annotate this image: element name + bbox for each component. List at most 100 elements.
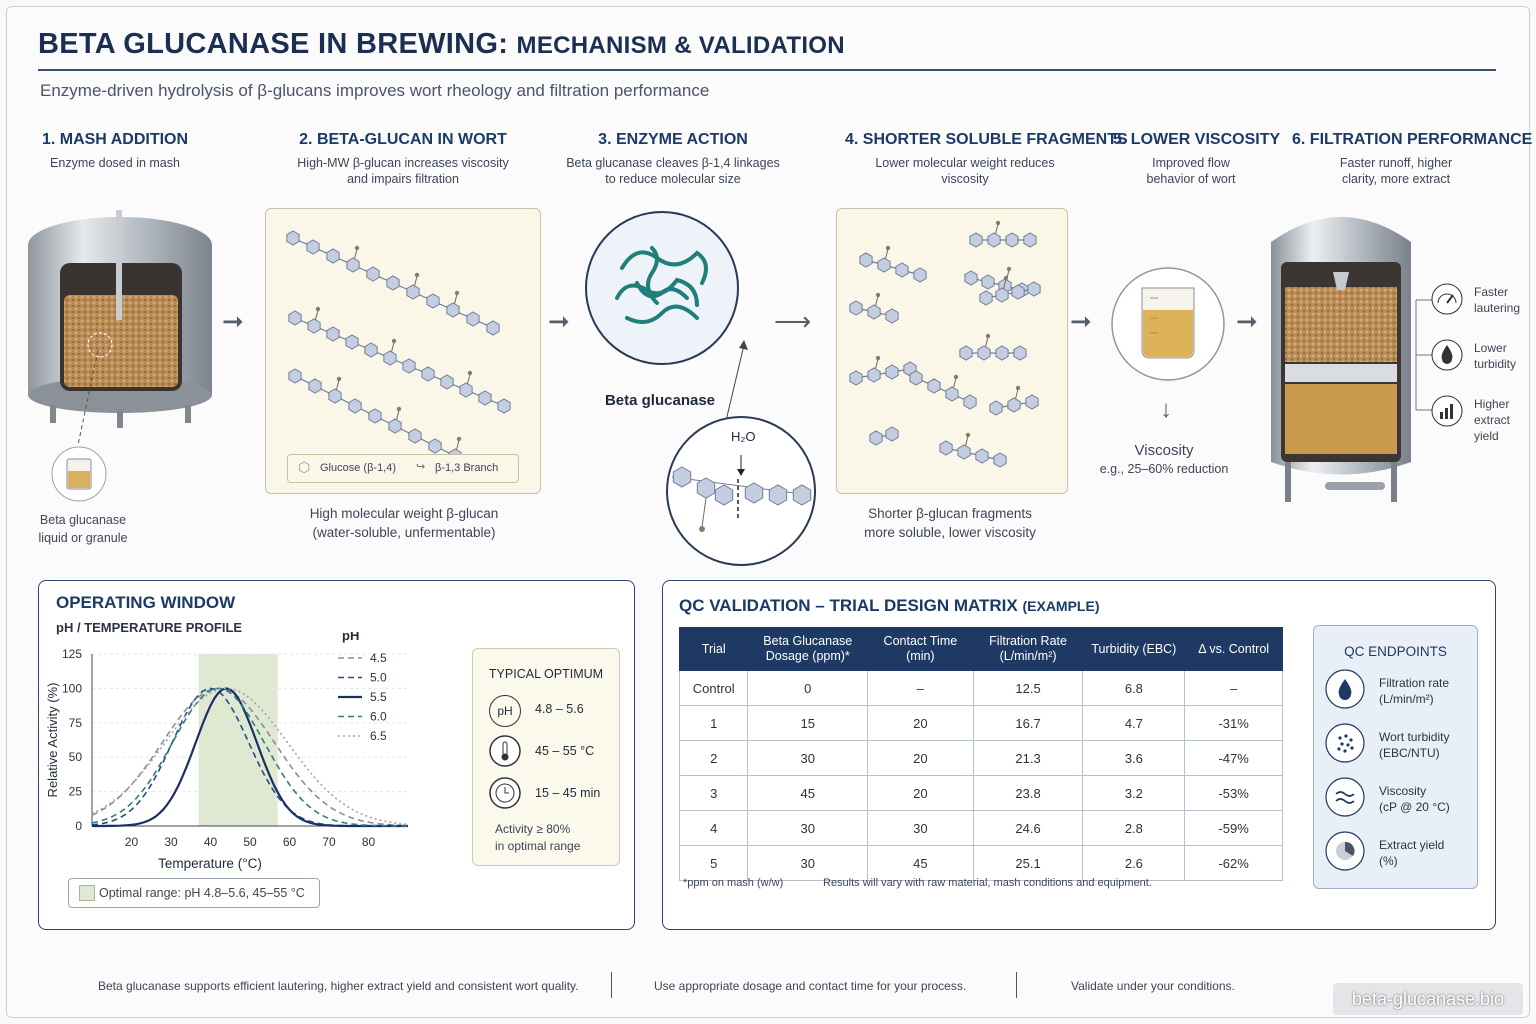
glucose-unit <box>977 345 991 361</box>
glucose-unit <box>406 284 420 300</box>
glucose-unit <box>1023 232 1037 248</box>
glucose-unit <box>307 318 321 334</box>
legend-entry: 6.0 <box>370 710 387 724</box>
glucose-unit <box>1007 397 1021 413</box>
qc-title: QC VALIDATION – TRIAL DESIGN MATRIX (EXA… <box>679 596 1100 615</box>
glucose-unit <box>885 308 899 324</box>
glucose-unit <box>859 252 873 268</box>
glucose-unit <box>672 466 692 488</box>
glucose-unit <box>1025 394 1039 410</box>
glucan-chains-illustration <box>286 230 511 458</box>
glucose-unit <box>328 388 342 404</box>
y-tick-label: 75 <box>69 716 83 730</box>
x-tick-label: 60 <box>283 835 297 849</box>
table-cell: 4 <box>678 810 749 846</box>
endpoint-item: Wort turbidity (EBC/NTU) <box>1325 723 1475 767</box>
table-cell: 24.6 <box>972 810 1084 846</box>
table-cell: 30 <box>747 740 869 776</box>
pointer-line <box>724 340 748 426</box>
glucose-unit <box>1027 281 1041 297</box>
branch-icon: ↪ <box>416 461 426 473</box>
dose-dashed-line <box>77 350 99 446</box>
table-cell: 45 <box>747 775 869 811</box>
glucose-unit <box>288 310 302 326</box>
glucose-unit <box>466 311 480 327</box>
table-cell: 3 <box>678 775 749 811</box>
bar-chart-icon <box>1431 395 1463 427</box>
x-tick-label: 50 <box>243 835 257 849</box>
glucose-unit <box>286 230 300 246</box>
glucose-unit <box>345 334 359 350</box>
step-1: 1. MASH ADDITION Enzyme dosed in mash <box>20 131 210 171</box>
glucose-unit <box>867 367 881 383</box>
benefit-2: Lower turbidity <box>1430 338 1516 377</box>
table-cell: – <box>867 670 974 706</box>
table-cell: 16.7 <box>972 705 1084 741</box>
glucose-unit <box>696 477 716 499</box>
optimal-range-box: Optimal range: pH 4.8–5.6, 45–55 °C <box>68 878 320 908</box>
table-cell: 20 <box>867 740 974 776</box>
glucose-unit <box>1013 345 1027 361</box>
step-heading: 6. FILTRATION PERFORMANCE <box>1292 131 1533 148</box>
qc-footnote: *ppm on mash (w/w) <box>683 877 784 889</box>
x-tick-label: 70 <box>322 835 336 849</box>
step-desc: Improved flow behavior of wort <box>1146 156 1236 186</box>
legend-entry: 5.5 <box>370 690 387 704</box>
operating-title: OPERATING WINDOW <box>56 593 236 612</box>
glucose-unit <box>939 440 953 456</box>
table-cell: 2.8 <box>1082 810 1186 846</box>
table-cell: -53% <box>1184 775 1283 811</box>
dose-caption: Beta glucanase liquid or granule <box>38 513 128 545</box>
enzyme-label: Beta glucanase <box>604 392 716 409</box>
glucose-unit <box>975 448 989 464</box>
fragments-caption: Shorter β-glucan fragments more soluble, … <box>864 506 1036 540</box>
glucan-box <box>265 208 541 494</box>
step-desc: Faster runoff, higher clarity, more extr… <box>1339 156 1453 186</box>
table-cell: -47% <box>1184 740 1283 776</box>
step-heading: 2. BETA-GLUCAN IN WORT <box>299 131 507 148</box>
glucose-unit <box>497 398 511 414</box>
drop-icon <box>1325 669 1365 709</box>
endpoint-item: Filtration rate (L/min/m²) <box>1325 669 1475 713</box>
table-cell: 12.5 <box>972 670 1084 706</box>
table-cell: 25.1 <box>972 845 1084 881</box>
wave-icon <box>1325 777 1365 817</box>
step-6: 6. FILTRATION PERFORMANCE Faster runoff,… <box>1292 131 1533 187</box>
table-cell: 6.8 <box>1082 670 1186 706</box>
arrow-icon: ➞ <box>548 306 570 336</box>
glucose-unit <box>368 408 382 424</box>
table-cell: 30 <box>747 845 869 881</box>
step-desc: Lower molecular weight reduces viscosity <box>875 156 1055 186</box>
glucose-unit <box>913 267 927 283</box>
glucose-unit <box>714 484 734 506</box>
table-cell: 30 <box>747 810 869 846</box>
glucose-unit <box>366 266 380 282</box>
glucose-unit <box>895 262 909 278</box>
table-cell: 2 <box>678 740 749 776</box>
glucose-unit <box>993 452 1007 468</box>
table-row: Control 0–12.5 6.8– <box>678 670 1283 706</box>
step-desc: Beta glucanase cleaves β-1,4 linkages to… <box>566 156 780 186</box>
arrow-icon: ➞ <box>222 306 244 336</box>
glucose-unit <box>383 350 397 366</box>
qc-table: Trial Beta Glucanase Dosage (ppm)* Conta… <box>678 627 1283 881</box>
hexagon-icon: ⬡ <box>298 459 311 475</box>
footer-1: Beta glucanase supports efficient lauter… <box>98 979 579 993</box>
glucose-unit <box>885 364 899 380</box>
glucose-unit <box>963 394 977 410</box>
glucose-unit <box>959 345 973 361</box>
table-cell: -59% <box>1184 810 1283 846</box>
legend-branch: β-1,3 Branch <box>435 462 499 474</box>
glucose-unit <box>326 326 340 342</box>
footer-divider <box>1016 972 1017 998</box>
x-tick-label: 30 <box>164 835 178 849</box>
series-line <box>91 687 408 827</box>
step-3: 3. ENZYME ACTION Beta glucanase cleaves … <box>566 131 780 187</box>
step-desc: Enzyme dosed in mash <box>50 156 180 170</box>
thermometer-icon <box>489 735 521 767</box>
legend-entry: 6.5 <box>370 729 387 743</box>
step-heading: 3. ENZYME ACTION <box>598 131 748 148</box>
glucose-unit <box>995 287 1009 303</box>
glucose-unit <box>364 342 378 358</box>
table-row: 5 30 45 25.1 2.6 -62% <box>678 845 1283 881</box>
